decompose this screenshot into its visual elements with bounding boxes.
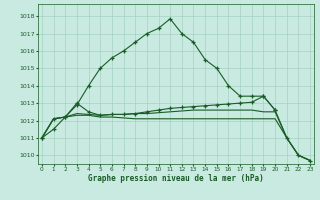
X-axis label: Graphe pression niveau de la mer (hPa): Graphe pression niveau de la mer (hPa) (88, 174, 264, 183)
